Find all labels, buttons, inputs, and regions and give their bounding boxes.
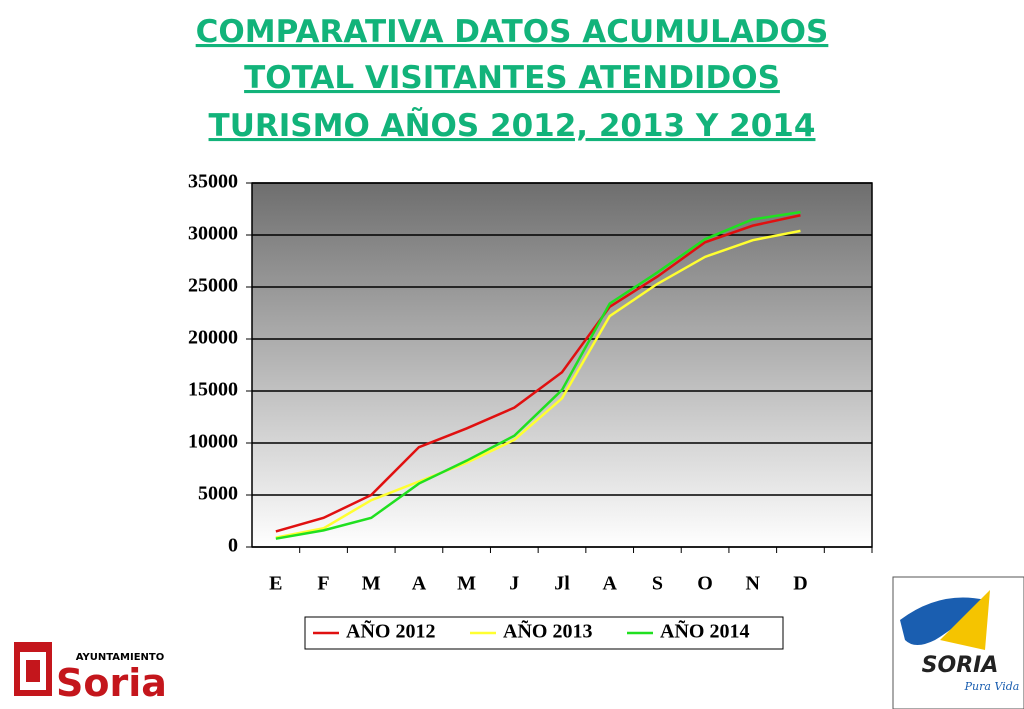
series-line bbox=[275, 214, 801, 533]
logo-text: SORIA bbox=[922, 653, 999, 678]
y-tick-label: 20000 bbox=[188, 327, 238, 349]
plot-area bbox=[251, 182, 873, 548]
logo-text: Soria bbox=[56, 661, 167, 705]
title-line: COMPARATIVA DATOS ACUMULADOS bbox=[196, 14, 829, 50]
x-tick-label: A bbox=[412, 573, 427, 595]
y-tick-label: 0 bbox=[228, 535, 238, 557]
logo-text: Pura Vida bbox=[964, 680, 1020, 693]
y-tick-label: 10000 bbox=[188, 431, 238, 453]
legend-label: AÑO 2014 bbox=[660, 620, 749, 643]
logo-text: AYUNTAMIENTO bbox=[76, 652, 165, 663]
series-line bbox=[275, 229, 801, 539]
x-tick-label: Jl bbox=[554, 573, 570, 595]
legend-label: AÑO 2012 bbox=[346, 620, 435, 643]
legend-label: AÑO 2013 bbox=[503, 620, 592, 643]
x-tick-label: D bbox=[793, 573, 807, 595]
x-tick-label: A bbox=[602, 573, 617, 595]
series-line bbox=[275, 210, 801, 540]
logo-ayuntamiento: AYUNTAMIENTO Soria bbox=[14, 642, 167, 705]
y-tick-label: 35000 bbox=[188, 171, 238, 193]
title-line: TURISMO AÑOS 2012, 2013 Y 2014 bbox=[209, 107, 816, 144]
x-tick-label: E bbox=[269, 573, 282, 595]
title-line: TOTAL VISITANTES ATENDIDOS bbox=[244, 60, 780, 96]
x-tick-label: O bbox=[697, 573, 713, 595]
x-tick-label: N bbox=[746, 573, 761, 595]
x-tick-label: M bbox=[457, 573, 476, 595]
legend bbox=[304, 616, 784, 650]
x-tick-label: M bbox=[362, 573, 381, 595]
x-tick-label: F bbox=[317, 573, 329, 595]
y-tick-label: 5000 bbox=[198, 483, 238, 505]
y-tick-label: 15000 bbox=[188, 379, 238, 401]
logo-soria: SORIA Pura Vida bbox=[892, 576, 1024, 709]
y-tick-label: 25000 bbox=[188, 275, 238, 297]
x-tick-label: S bbox=[652, 573, 663, 595]
x-tick-label: J bbox=[509, 573, 519, 595]
y-tick-label: 30000 bbox=[188, 223, 238, 245]
